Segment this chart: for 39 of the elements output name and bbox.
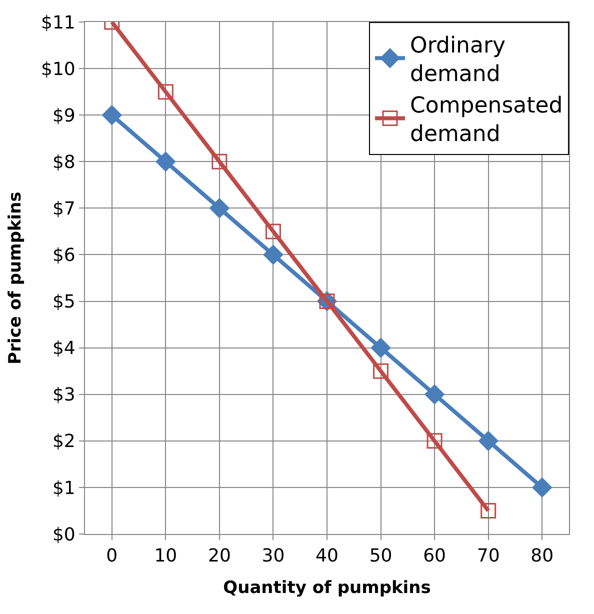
point xyxy=(265,224,281,240)
y-tick-label: $3 xyxy=(52,384,76,406)
y-tick-label: $0 xyxy=(52,524,76,546)
point xyxy=(212,154,228,170)
point xyxy=(480,502,496,518)
y-tick-label: $5 xyxy=(52,292,76,313)
point xyxy=(426,433,442,449)
point xyxy=(373,363,389,379)
y-axis-title: Price of pumpkins xyxy=(6,192,26,364)
point xyxy=(156,152,176,172)
point xyxy=(532,478,552,498)
x-tick-label: 30 xyxy=(262,546,285,567)
legend-label: Ordinary demand xyxy=(410,33,506,87)
y-tick-label: $10 xyxy=(41,58,76,80)
point xyxy=(210,198,230,218)
x-tick-label: 0 xyxy=(106,546,118,567)
point xyxy=(424,384,444,404)
y-tick-label: $1 xyxy=(52,478,76,499)
y-tick-label: $9 xyxy=(52,105,76,126)
x-tick-label: 50 xyxy=(369,546,392,567)
point xyxy=(158,84,174,100)
x-tick-label: 40 xyxy=(316,546,338,567)
y-tick-label: $7 xyxy=(52,198,76,220)
y-tick-label: $11 xyxy=(41,12,76,34)
x-tick-label: 10 xyxy=(154,546,178,567)
point xyxy=(478,431,498,451)
point xyxy=(370,338,391,358)
legend-label: Compensated demand xyxy=(410,94,563,148)
y-tick-label: $2 xyxy=(52,431,76,452)
y-tick-label: $6 xyxy=(52,245,76,266)
x-tick-label: 60 xyxy=(423,546,446,567)
x-tick-label: 80 xyxy=(530,546,554,567)
y-tick-label: $8 xyxy=(52,152,76,173)
point xyxy=(102,105,122,125)
y-tick-label: $4 xyxy=(52,338,76,360)
x-tick-label: 20 xyxy=(208,546,231,567)
point xyxy=(263,244,284,265)
x-tick-label: 70 xyxy=(476,546,500,567)
x-axis-title: Quantity of pumpkins xyxy=(223,578,431,598)
